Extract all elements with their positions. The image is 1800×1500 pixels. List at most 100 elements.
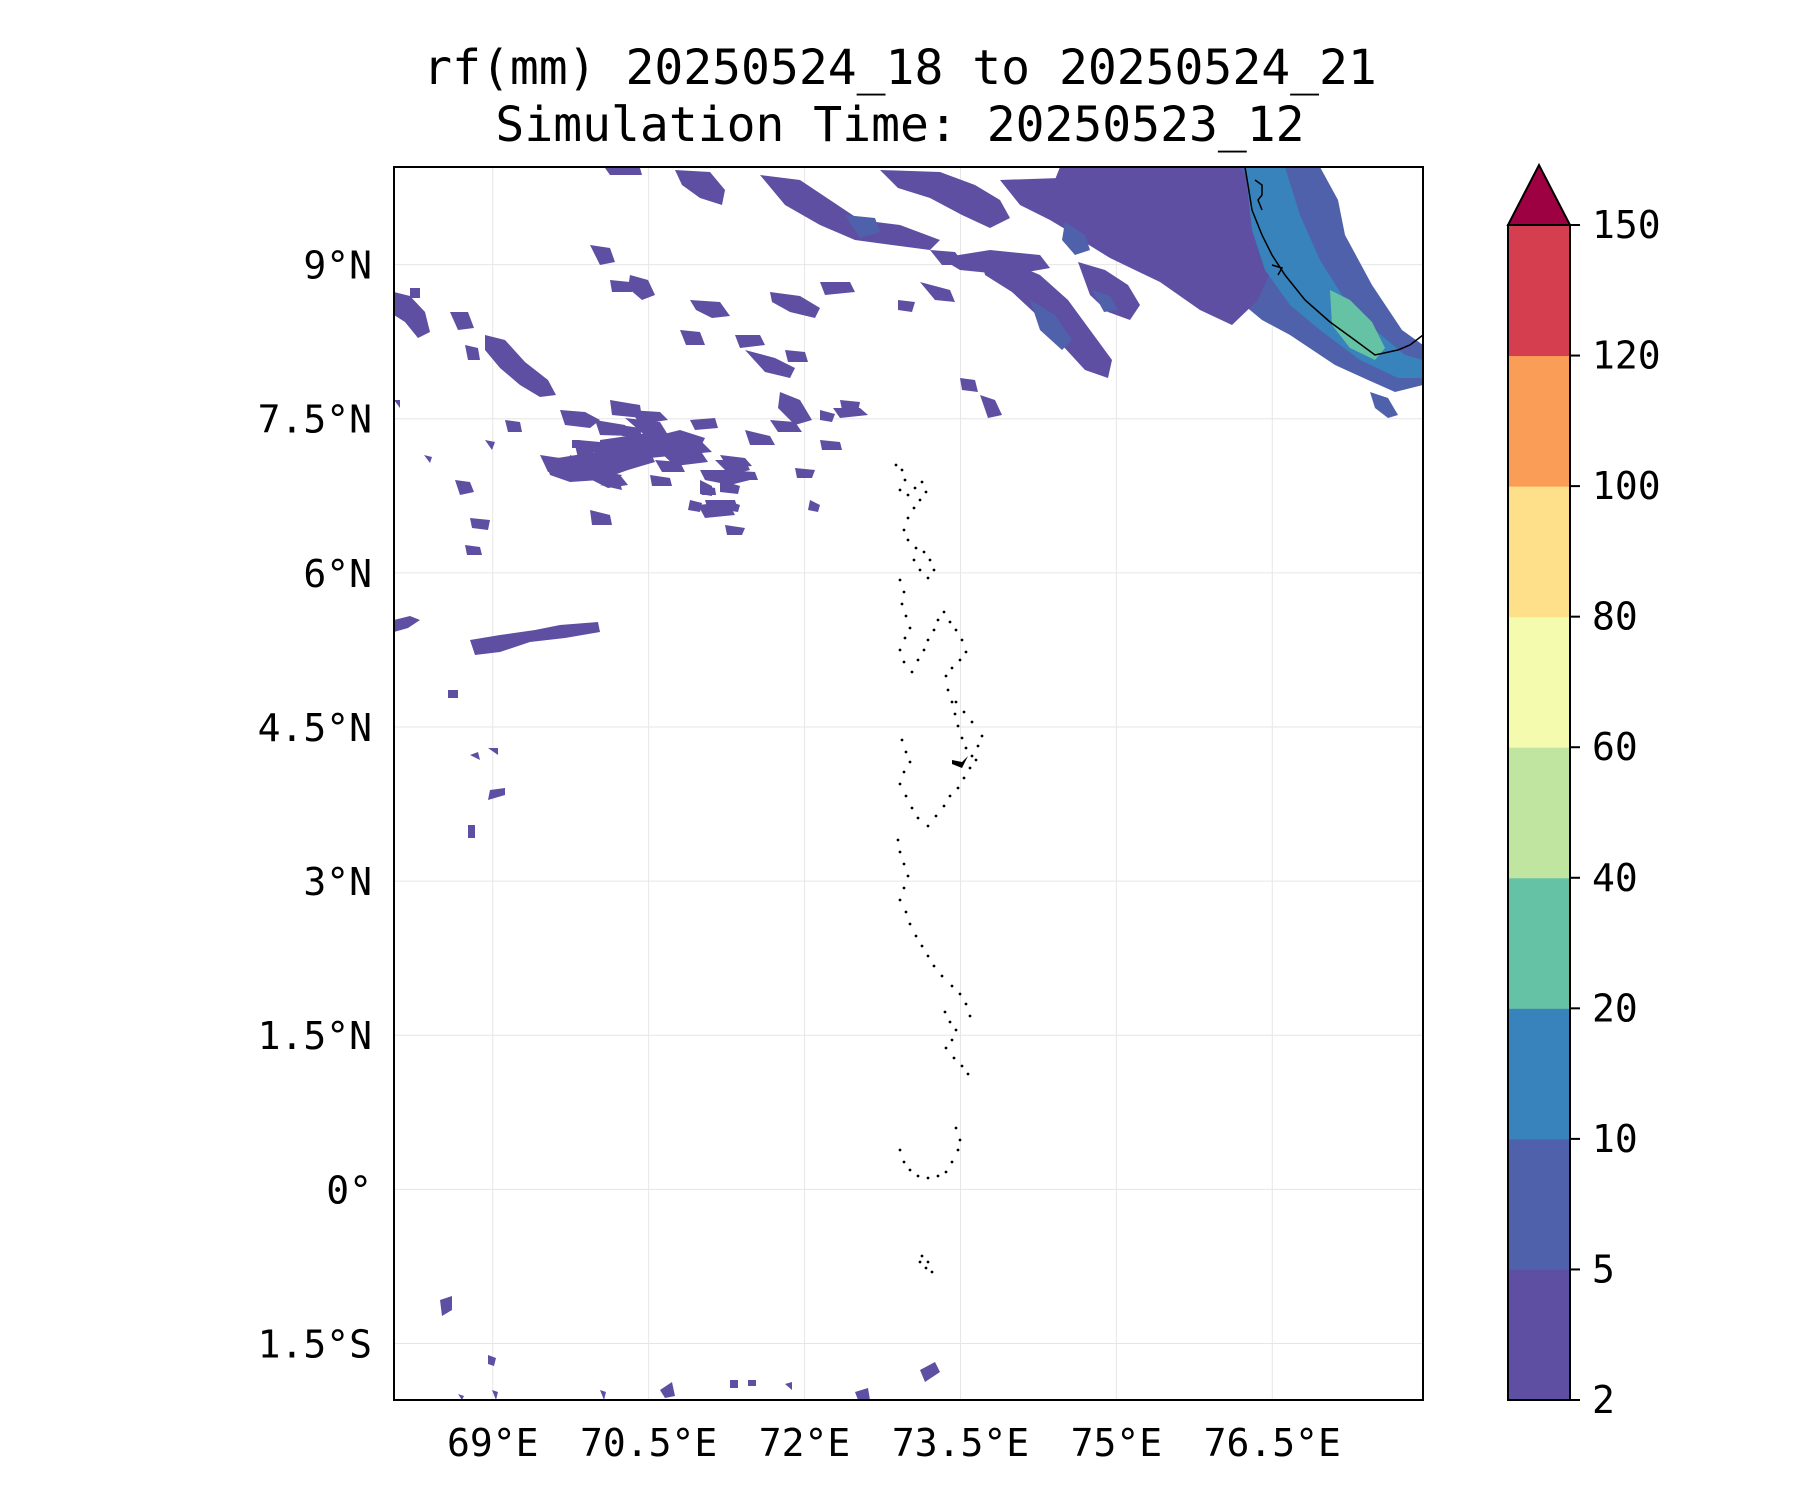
colorbar-segment bbox=[1508, 747, 1570, 879]
rain-band bbox=[745, 430, 775, 445]
rain-band bbox=[610, 448, 650, 468]
atoll-dot bbox=[898, 898, 902, 902]
atoll-dot bbox=[943, 1010, 947, 1014]
y-tick-label: 7.5°N bbox=[258, 398, 372, 442]
atoll-dot bbox=[976, 744, 980, 748]
atoll-dot bbox=[908, 626, 912, 630]
atoll-dot bbox=[948, 794, 952, 798]
rain-band bbox=[560, 410, 600, 428]
rain-band bbox=[465, 345, 480, 360]
rain-band bbox=[785, 350, 808, 362]
rain-band bbox=[940, 250, 1050, 275]
rain-band bbox=[725, 470, 758, 480]
rain-band bbox=[820, 440, 842, 450]
rain-band bbox=[650, 475, 672, 486]
colorbar-extend-arrow bbox=[1506, 162, 1572, 226]
atoll-dot bbox=[902, 1160, 906, 1164]
colorbar-label: 2 bbox=[1592, 1378, 1615, 1422]
atoll-dot bbox=[903, 636, 907, 640]
coastline-island bbox=[1271, 264, 1284, 276]
coastline-layer bbox=[1244, 167, 1423, 356]
rain-band bbox=[920, 282, 955, 302]
rain-band bbox=[590, 245, 615, 265]
atoll-dot bbox=[898, 850, 902, 854]
atoll-dot bbox=[926, 954, 930, 958]
atoll-dot bbox=[902, 660, 906, 664]
atoll-dot bbox=[974, 758, 978, 762]
rain-band bbox=[485, 440, 495, 450]
rain-band bbox=[628, 275, 655, 300]
colorbar-segment bbox=[1508, 1138, 1570, 1270]
colorbar-label: 150 bbox=[1592, 203, 1661, 247]
atoll-dot bbox=[952, 1056, 956, 1060]
atoll-dot bbox=[954, 1126, 958, 1130]
atoll-dot bbox=[942, 610, 946, 614]
x-tick-label: 73.5°E bbox=[892, 1421, 1029, 1465]
atoll-dot bbox=[956, 724, 960, 728]
atoll-dot bbox=[958, 1138, 962, 1142]
rain-band bbox=[898, 300, 915, 312]
rain-band bbox=[595, 420, 632, 436]
colorbar-label: 5 bbox=[1592, 1247, 1615, 1291]
rain-band bbox=[485, 335, 556, 397]
rain-band bbox=[410, 288, 420, 298]
atoll-dot bbox=[913, 486, 917, 490]
rain-band bbox=[700, 480, 712, 496]
rain-band bbox=[590, 510, 612, 525]
colorbar-label: 120 bbox=[1592, 334, 1661, 378]
atoll-dot bbox=[944, 1046, 948, 1050]
rain-band bbox=[690, 418, 718, 430]
atoll-dot bbox=[900, 468, 904, 472]
atoll-dot bbox=[918, 498, 922, 502]
rain-band bbox=[880, 170, 1010, 228]
coastline-india bbox=[1244, 167, 1423, 356]
rain-band bbox=[845, 215, 880, 238]
colorbar-frame bbox=[1507, 224, 1571, 1401]
y-tick-label: 9°N bbox=[303, 244, 372, 288]
atoll-dot bbox=[970, 720, 974, 724]
atoll-dot bbox=[954, 628, 958, 632]
atoll-dot bbox=[918, 568, 922, 572]
atoll-dot bbox=[926, 824, 930, 828]
rain-band bbox=[833, 408, 868, 418]
atoll-dot bbox=[950, 1038, 954, 1042]
atoll-dot bbox=[894, 463, 898, 467]
atoll-dot bbox=[958, 658, 962, 662]
y-tick-label: 1.5°N bbox=[258, 1014, 372, 1058]
rain-band bbox=[610, 280, 632, 292]
atoll-dot bbox=[898, 578, 902, 582]
rain-band bbox=[1092, 290, 1118, 312]
rain-band bbox=[748, 1380, 756, 1386]
atoll-dot bbox=[898, 1148, 902, 1152]
colorbar-segment bbox=[1508, 1008, 1570, 1140]
colorbar: 2 5 10 20 40 60 80 100 120 150 bbox=[1506, 162, 1661, 1422]
atoll-dot bbox=[948, 1020, 952, 1024]
atoll-dot bbox=[956, 1148, 960, 1152]
rain-band bbox=[725, 525, 745, 535]
colorbar-label: 10 bbox=[1592, 1117, 1638, 1161]
atoll-dot bbox=[912, 506, 916, 510]
rain-band bbox=[394, 616, 420, 632]
rain-band bbox=[492, 1390, 498, 1400]
rain-band bbox=[458, 1394, 464, 1400]
atoll-dot bbox=[932, 964, 936, 968]
rain-band bbox=[600, 1390, 606, 1400]
atoll-dot bbox=[950, 984, 954, 988]
rain-band bbox=[675, 170, 725, 205]
atoll-dot bbox=[968, 766, 972, 770]
atoll-dot bbox=[924, 490, 928, 494]
rain-band bbox=[470, 518, 490, 530]
atoll-dot bbox=[964, 746, 968, 750]
rain-band bbox=[600, 482, 622, 490]
rain-band bbox=[735, 335, 765, 348]
atoll-dot bbox=[916, 1174, 920, 1178]
atoll-dot bbox=[906, 516, 910, 520]
colorbar-label: 40 bbox=[1592, 856, 1638, 900]
atoll-dot bbox=[964, 650, 968, 654]
atoll-dot bbox=[900, 602, 904, 606]
y-tick-label: 3°N bbox=[303, 860, 372, 904]
rain-band bbox=[394, 292, 430, 338]
atoll-dot bbox=[920, 480, 924, 484]
atoll-cluster bbox=[952, 756, 968, 768]
atoll-dot bbox=[950, 1160, 954, 1164]
